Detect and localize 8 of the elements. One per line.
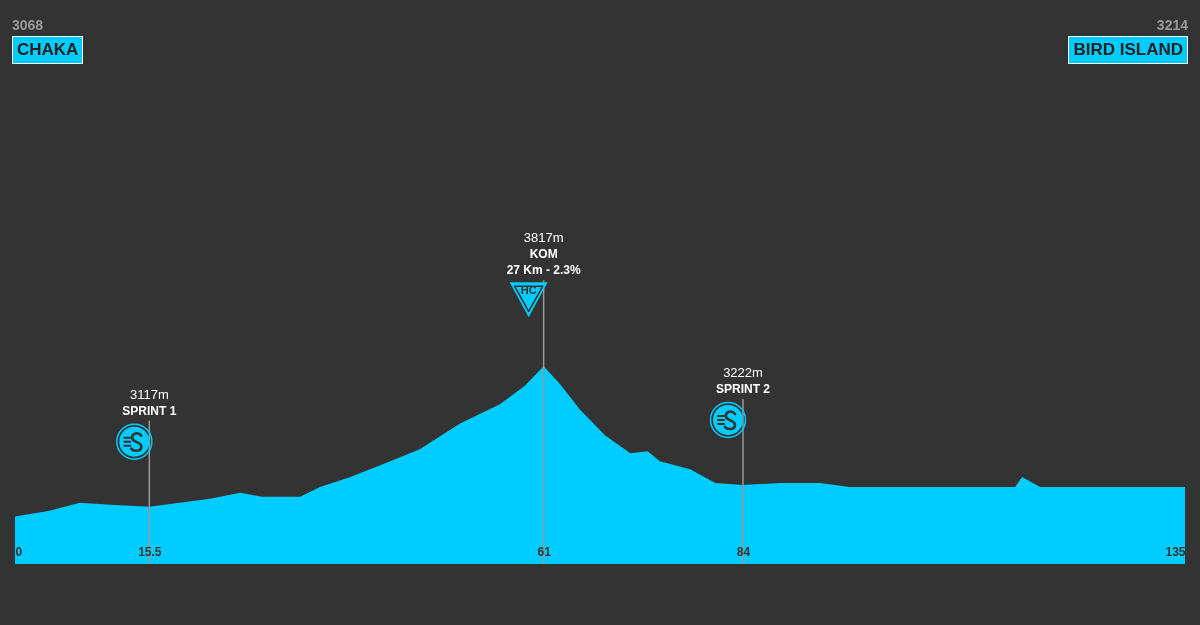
ref-line-label: 3117m SPRINT 1	[122, 386, 177, 418]
ref-line-label: 3222m SPRINT 2	[715, 364, 771, 396]
x-tick-label: 135	[1165, 544, 1186, 559]
text: BIRD ISLAND	[1068, 36, 1188, 64]
text: CHAKA	[12, 36, 84, 64]
x-tick-label: 0	[15, 544, 23, 559]
text: 3214	[1156, 16, 1188, 34]
text: 3068	[12, 16, 44, 34]
